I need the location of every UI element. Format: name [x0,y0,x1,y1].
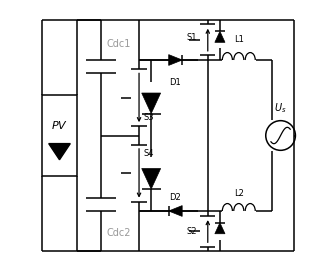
Text: Cdc2: Cdc2 [107,228,131,238]
Polygon shape [49,144,70,160]
Polygon shape [169,206,182,216]
Text: S2: S2 [187,227,197,236]
Text: D1: D1 [170,78,181,86]
Text: L2: L2 [234,189,244,198]
Text: D2: D2 [170,193,181,202]
Text: L1: L1 [234,35,244,44]
Polygon shape [142,169,161,189]
Text: $U_s$: $U_s$ [274,101,287,115]
Text: S3: S3 [143,114,154,122]
Text: S1: S1 [187,33,197,41]
Polygon shape [215,223,225,234]
Polygon shape [142,93,161,114]
Bar [42,95,77,176]
Text: Cdc1: Cdc1 [107,39,131,49]
Polygon shape [215,31,225,42]
Text: S4: S4 [143,149,154,157]
Text: $PV$: $PV$ [51,119,68,131]
Polygon shape [169,55,182,65]
